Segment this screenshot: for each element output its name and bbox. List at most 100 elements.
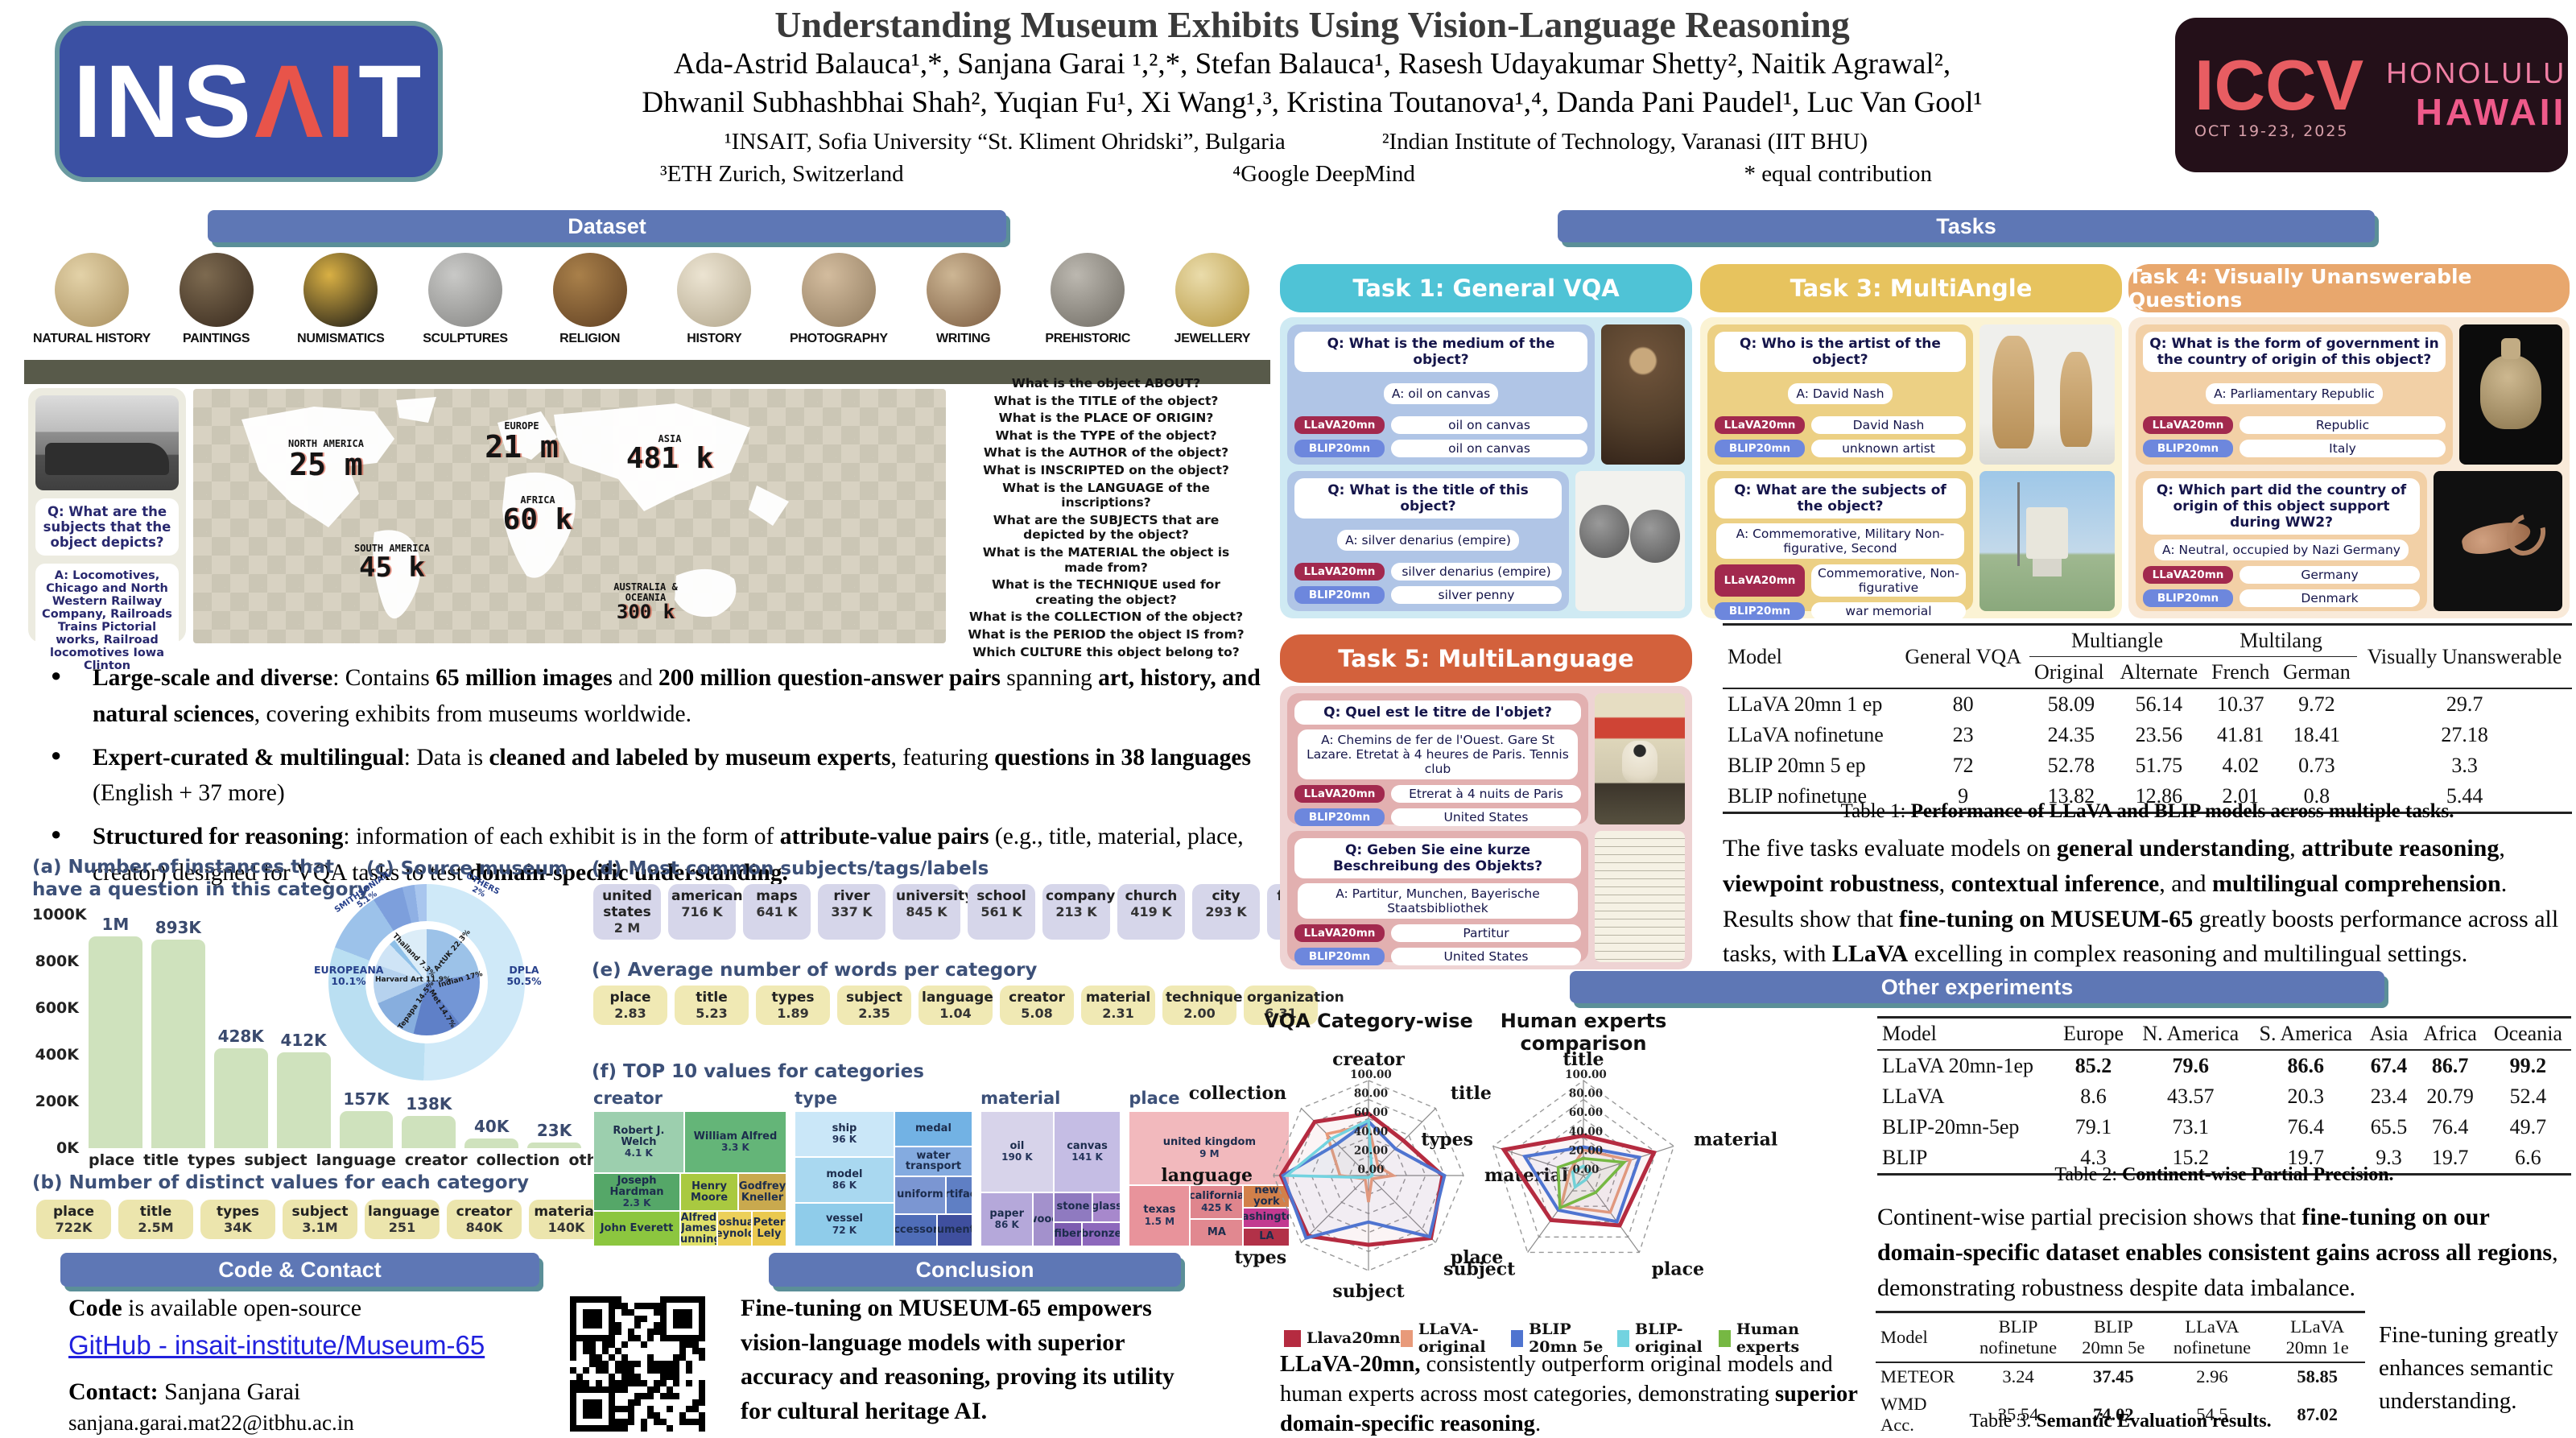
table-row: LLaVA 20mn-1ep 85.2 79.6 86.6 67.4 86.7 99.2 xyxy=(1877,1050,2571,1081)
pie-label-harvard-art: Harvard Art 11.9% xyxy=(375,976,452,984)
category-label: NUMISMATICS xyxy=(297,332,385,345)
category-label: RELIGION xyxy=(559,332,621,345)
table-cell: 20.3 xyxy=(2287,1085,2325,1108)
distinct-values-pill: types 34K xyxy=(200,1200,275,1239)
svg-text:title: title xyxy=(1451,1083,1492,1104)
common-subject-pill: university 845 K xyxy=(893,884,973,940)
map-region-label: AFRICA 60 k xyxy=(485,495,590,535)
pill-value: 5.08 xyxy=(1021,1006,1053,1021)
bar-value-label: 40K xyxy=(474,1117,510,1137)
llava-badge: LLaVA20mn xyxy=(1294,416,1385,434)
pill-label: creator xyxy=(456,1204,513,1220)
table-cell: METEOR xyxy=(1880,1366,1955,1386)
table-3: Model BLIP nofinetune BLIP 20mn 5e LLaVA no… xyxy=(1876,1311,2365,1438)
pill-label: church xyxy=(1125,888,1178,904)
table-row: BLIP 20mn 5 ep 72 52.78 51.75 4.02 0.73 3.3 xyxy=(1723,750,2572,781)
insait-logo: INS ΛI T xyxy=(55,21,443,182)
svg-text:types: types xyxy=(1421,1130,1473,1151)
bar xyxy=(527,1143,581,1148)
bar-value-label: 157K xyxy=(343,1089,390,1109)
treemap-box-documentary: documentary xyxy=(937,1213,973,1246)
table-row: LLaVA 20mn 1 ep 80 58.09 56.14 10.37 9.72 29.7 xyxy=(1723,688,2572,720)
table-cell: 76.4 xyxy=(2287,1115,2325,1138)
svg-text:place: place xyxy=(1652,1258,1704,1279)
qa-card: Q: Which part did the country of origin … xyxy=(2136,471,2427,611)
svg-text:0.00: 0.00 xyxy=(1573,1163,1600,1176)
treemap-box-John Everett: John Everett xyxy=(593,1211,681,1246)
avg-words-pill: technique 2.00 xyxy=(1162,986,1243,1025)
table-cell: 29.7 xyxy=(2446,692,2483,716)
answer-pill: A: Parliamentary Republic xyxy=(2206,383,2383,404)
github-link[interactable]: GitHub - insait-institute/Museum-65 xyxy=(68,1330,485,1360)
bar-title: 893K xyxy=(151,915,205,1148)
category-circle-icon xyxy=(677,253,752,327)
model-answer-row: BLIP20mn oil on canvas xyxy=(1294,440,1587,457)
bar-value-label: 23K xyxy=(536,1121,572,1141)
attribute-question: What is the TECHNIQUE used for creating … xyxy=(992,577,1220,607)
y-axis-tick: 1000K xyxy=(32,906,87,924)
table-cell: 35.54 xyxy=(1997,1404,2039,1424)
model-answer-pill: Etrerat à 4 nuits de Paris xyxy=(1391,785,1581,803)
treemap-box-LA: LA xyxy=(1243,1227,1290,1246)
answer-pill: A: oil on canvas xyxy=(1383,383,1499,404)
category-label: WRITING xyxy=(935,332,991,345)
category-circle-icon xyxy=(1174,253,1249,327)
table-cell: 76.4 xyxy=(2431,1115,2469,1138)
pill-label: technique xyxy=(1166,990,1243,1006)
map-region-name: AUSTRALIA & OCEANIA xyxy=(613,581,678,603)
pill-value: 5.23 xyxy=(696,1006,728,1021)
bar xyxy=(339,1111,394,1148)
model-answer-pill: silver penny xyxy=(1391,586,1562,604)
pill-label: school xyxy=(976,888,1026,904)
qa-row: Q: What are the subjects of the object? A… xyxy=(1707,471,2115,620)
model-answer-pill: war memorial xyxy=(1811,602,1966,620)
locomotive-photo xyxy=(35,395,179,490)
iccv-wordmark: ICCV xyxy=(2194,45,2364,125)
bar-x-label: types xyxy=(188,1151,236,1169)
table-cell: BLIP nofinetune xyxy=(1728,784,1868,808)
sheet-music-image xyxy=(1595,831,1685,962)
chart-a-x-labels: place title types subject language creator col… xyxy=(89,1151,625,1169)
map-region-value: 25 m xyxy=(289,446,363,482)
category-label: PREHISTORIC xyxy=(1045,332,1131,345)
table-cell: 80 xyxy=(1952,692,1974,716)
model-answer-row: LLaVA20mn Etrerat à 4 nuits de Paris xyxy=(1294,785,1581,803)
table-cell: 49.7 xyxy=(2509,1115,2547,1138)
pill-label: american xyxy=(671,888,743,904)
radar-legend: Llava20mn LLaVA-original BLIP 20mn 5e BLIP-… xyxy=(1284,1320,1831,1356)
bar-collection: 40K xyxy=(464,915,519,1148)
qa-row: Q: What is the medium of the object? A: o… xyxy=(1287,324,1685,465)
category-circle-icon xyxy=(926,253,1001,327)
treemap-title: type xyxy=(795,1089,838,1108)
example-question: Q: What are the subjects that the object… xyxy=(35,498,179,556)
task1-header: Task 1: General VQA xyxy=(1280,264,1692,312)
legend-item: Human experts xyxy=(1718,1320,1831,1356)
table-cell: 4.3 xyxy=(2080,1146,2107,1169)
bar-x-label: language xyxy=(316,1151,396,1169)
pill-label: subject xyxy=(846,990,902,1006)
dataset-bullet: Structured for reasoning: information of… xyxy=(36,819,1266,891)
dataset-section-header: Dataset xyxy=(208,210,1006,242)
table-row: WMD Acc. 35.54 74.02 54.5 87.02 xyxy=(1876,1390,2365,1438)
category-label: NATURAL HISTORY xyxy=(32,332,151,345)
table-cell: 67.4 xyxy=(2370,1054,2408,1077)
table-row: BLIP 4.3 15.2 19.7 9.3 19.7 6.6 xyxy=(1877,1143,2571,1175)
treemap-box-William Alfred: William Alfred 3.3 K xyxy=(683,1111,787,1174)
pill-value: 6.31 xyxy=(1265,1006,1297,1021)
model-answer-row: LLaVA20mn silver denarius (empire) xyxy=(1294,563,1562,581)
treemap-box-Godfrey Kneller: Godfrey Kneller xyxy=(738,1173,787,1212)
pill-label: subject xyxy=(291,1204,349,1220)
legend-label: BLIP-original xyxy=(1635,1320,1703,1356)
bar-language: 157K xyxy=(339,915,394,1148)
treemap-row: Robert J. Welch 4.1 K William Alfred 3.3 K xyxy=(593,1111,787,1174)
category-circle-icon xyxy=(1051,253,1125,327)
table-cell: BLIP 20mn 5 ep xyxy=(1728,754,1866,777)
map-region-name: ASIA xyxy=(658,433,682,444)
pill-value: 213 K xyxy=(1055,904,1097,919)
legend-label: Llava20mn xyxy=(1307,1329,1401,1347)
table-cell: WMD Acc. xyxy=(1880,1394,1927,1435)
